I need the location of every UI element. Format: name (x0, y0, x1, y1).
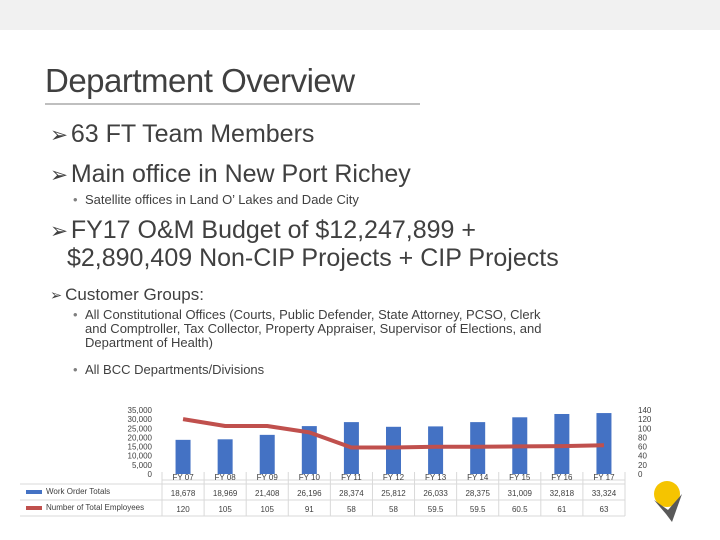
right-axis-tick-label: 100 (638, 424, 652, 433)
work-order-value-label: 28,374 (339, 489, 364, 498)
arrow-bullet-icon: ➢ (50, 219, 68, 243)
employees-value-label: 59.5 (428, 505, 444, 514)
arrow-bullet-icon: ➢ (50, 163, 68, 187)
work-order-bar (175, 439, 191, 474)
bullet-bcc-departments: • All BCC Departments/Divisions (73, 362, 265, 377)
bullet-constitutional-offices: • All Constitutional Offices (Courts, Pub… (73, 307, 541, 322)
legend-label-work-orders: Work Order Totals (46, 487, 110, 496)
employees-value-label: 58 (347, 505, 356, 514)
x-category-label: FY 17 (593, 473, 615, 482)
work-order-value-label: 32,818 (550, 489, 575, 498)
legend-label-employees: Number of Total Employees (46, 503, 144, 512)
bullet-constitutional-offices-line3: Department of Health) (85, 335, 213, 350)
employees-value-label: 120 (176, 505, 190, 514)
x-category-label: FY 10 (299, 473, 321, 482)
bullet-constitutional-offices-line2: and Comptroller, Tax Collector, Property… (85, 321, 542, 336)
employees-value-label: 61 (557, 505, 566, 514)
arrow-bullet-icon: ➢ (50, 288, 63, 304)
right-axis-tick-label: 20 (638, 461, 647, 470)
work-orders-employees-chart: 05,00010,00015,00020,00025,00030,00035,0… (20, 406, 652, 517)
left-axis-tick-label: 30,000 (128, 415, 153, 424)
left-axis-tick-label: 20,000 (128, 433, 153, 442)
employees-value-label: 60.5 (512, 505, 528, 514)
work-order-value-label: 26,033 (423, 489, 448, 498)
work-order-bar (259, 434, 275, 474)
x-category-label: FY 16 (551, 473, 573, 482)
dot-bullet-icon: • (73, 307, 78, 322)
work-order-bar (428, 426, 444, 474)
x-category-label: FY 12 (383, 473, 405, 482)
right-axis-tick-label: 140 (638, 406, 652, 415)
right-axis-tick-label: 0 (638, 470, 643, 479)
work-order-bar (386, 426, 401, 474)
work-order-bar (301, 426, 317, 474)
work-order-bar (554, 413, 570, 474)
bullet-budget: ➢ FY17 O&M Budget of $12,247,899 + (50, 216, 476, 244)
work-order-value-label: 26,196 (297, 489, 322, 498)
work-order-value-label: 31,009 (508, 489, 533, 498)
right-axis-tick-label: 80 (638, 433, 647, 442)
x-category-label: FY 09 (257, 473, 279, 482)
x-category-label: FY 08 (215, 473, 237, 482)
left-axis-tick-label: 25,000 (128, 424, 153, 433)
top-band (0, 0, 720, 30)
right-axis-tick-label: 40 (638, 452, 647, 461)
title-underline (45, 103, 420, 105)
dot-bullet-icon: • (73, 362, 78, 377)
employees-value-label: 105 (261, 505, 275, 514)
legend-swatch-employees (26, 506, 42, 510)
left-axis-tick-label: 5,000 (132, 461, 153, 470)
work-order-value-label: 18,969 (213, 489, 238, 498)
work-order-bar (596, 413, 612, 474)
right-axis-tick-label: 60 (638, 443, 647, 452)
left-axis-tick-label: 10,000 (128, 452, 153, 461)
employees-value-label: 58 (389, 505, 398, 514)
left-axis-tick-label: 15,000 (128, 443, 153, 452)
dot-bullet-icon: • (73, 192, 78, 207)
employees-value-label: 59.5 (470, 505, 486, 514)
x-category-label: FY 07 (172, 473, 194, 482)
county-logo-icon (654, 481, 682, 522)
employees-value-label: 105 (218, 505, 232, 514)
arrow-bullet-icon: ➢ (50, 123, 68, 147)
left-axis-tick-label: 35,000 (128, 406, 153, 415)
bullet-budget-continued: $2,890,409 Non-CIP Projects + CIP Projec… (67, 244, 559, 272)
employees-value-label: 91 (305, 505, 314, 514)
work-order-value-label: 25,812 (381, 489, 406, 498)
work-order-value-label: 18,678 (171, 489, 196, 498)
legend-swatch-work-orders (26, 490, 42, 494)
bullet-satellite-offices: • Satellite offices in Land O’ Lakes and … (73, 192, 359, 207)
x-category-label: FY 14 (467, 473, 489, 482)
right-axis-tick-label: 120 (638, 415, 652, 424)
x-category-label: FY 13 (425, 473, 447, 482)
bullet-customer-groups: ➢ Customer Groups: (50, 285, 204, 304)
work-order-value-label: 21,408 (255, 489, 280, 498)
work-order-value-label: 33,324 (592, 489, 617, 498)
x-category-label: FY 11 (341, 473, 362, 482)
slide-title: Department Overview (45, 62, 355, 99)
bullet-team-members: ➢ 63 FT Team Members (50, 120, 315, 148)
employees-value-label: 63 (600, 505, 609, 514)
left-axis-tick-label: 0 (148, 470, 153, 479)
x-category-label: FY 15 (509, 473, 531, 482)
bullet-main-office: ➢ Main office in New Port Richey (50, 160, 411, 188)
work-order-bar (217, 439, 233, 474)
work-order-value-label: 28,375 (465, 489, 490, 498)
